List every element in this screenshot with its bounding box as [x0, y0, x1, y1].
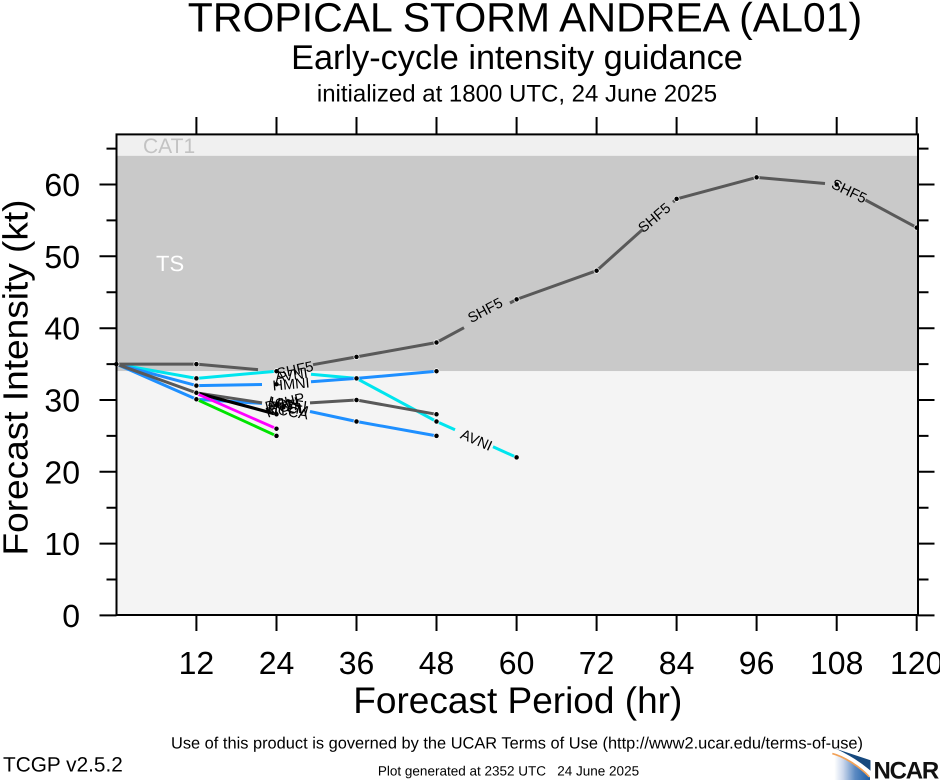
svg-text:Forecast Intensity (kt): Forecast Intensity (kt)	[0, 199, 36, 555]
svg-text:HMNI: HMNI	[272, 375, 310, 394]
svg-text:48: 48	[419, 645, 455, 681]
svg-text:60: 60	[44, 167, 80, 203]
svg-text:CAT1: CAT1	[143, 135, 195, 158]
svg-text:TROPICAL STORM ANDREA (AL01): TROPICAL STORM ANDREA (AL01)	[188, 0, 862, 41]
svg-text:96: 96	[739, 645, 775, 681]
svg-text:36: 36	[339, 645, 375, 681]
svg-text:72: 72	[579, 645, 615, 681]
svg-text:TS: TS	[156, 251, 184, 276]
svg-text:10: 10	[44, 526, 80, 562]
svg-text:HCCA: HCCA	[266, 401, 310, 424]
svg-text:108: 108	[810, 645, 863, 681]
svg-text:20: 20	[44, 454, 80, 490]
svg-text:60: 60	[499, 645, 535, 681]
svg-text:Plot generated at 2352 UTC 2: Plot generated at 2352 UTC 24 June 2025	[378, 764, 639, 779]
svg-text:TCGP v2.5.2: TCGP v2.5.2	[3, 754, 123, 777]
svg-text:40: 40	[44, 311, 80, 347]
svg-text:120: 120	[890, 645, 940, 681]
svg-text:0: 0	[62, 598, 80, 634]
svg-text:84: 84	[659, 645, 695, 681]
svg-text:initialized at 1800 UTC, 24 Ju: initialized at 1800 UTC, 24 June 2025	[317, 81, 717, 108]
svg-text:CTCI: CTCI	[267, 401, 302, 419]
svg-text:HWFI: HWFI	[269, 395, 308, 415]
svg-text:50: 50	[44, 239, 80, 275]
svg-text:24: 24	[259, 645, 295, 681]
svg-text:SHF5: SHF5	[275, 359, 315, 382]
svg-text:Forecast Period (hr): Forecast Period (hr)	[353, 680, 682, 721]
svg-text:12: 12	[179, 645, 215, 681]
svg-text:30: 30	[44, 383, 80, 419]
svg-text:NCAR: NCAR	[874, 758, 939, 780]
svg-text:AVNI: AVNI	[274, 366, 309, 386]
svg-text:Use of this product is governe: Use of this product is governed by the U…	[171, 735, 863, 753]
svg-text:Early-cycle intensity guidance: Early-cycle intensity guidance	[291, 39, 743, 77]
